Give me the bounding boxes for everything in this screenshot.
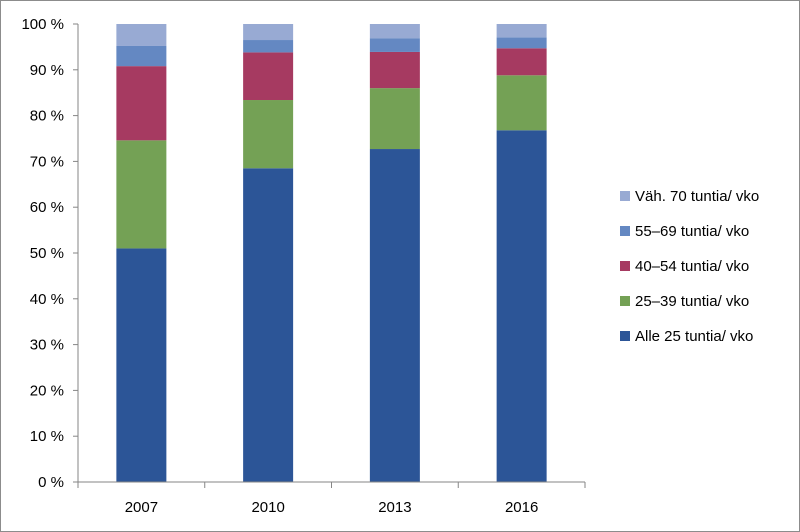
- bar-segment-2007-series-4: [116, 45, 167, 67]
- bar-segment-2016-series-2: [496, 75, 547, 131]
- x-tick-label: 2007: [125, 499, 158, 516]
- y-tick-label: 90 %: [30, 62, 64, 79]
- legend: Väh. 70 tuntia/ vko 55–69 tuntia/ vko 40–5…: [620, 188, 759, 345]
- axes-layer: 0 % 10 % 20 % 30 % 40 % 50 % 60 % 70 % 80 % 90 % 1…: [21, 16, 586, 516]
- legend-swatch: [620, 261, 630, 271]
- bar-segment-2013-series-1: [369, 149, 420, 482]
- x-tick-label: 2010: [251, 499, 284, 516]
- y-tick-label: 70 %: [30, 153, 64, 170]
- y-tick-label: 50 %: [30, 245, 64, 262]
- bar-segment-2010-series-4: [243, 40, 294, 53]
- y-tick-label: 10 %: [30, 428, 64, 445]
- y-tick-label: 60 %: [30, 199, 64, 216]
- legend-label: Väh. 70 tuntia/ vko: [635, 188, 759, 205]
- x-tick-label: 2016: [505, 499, 538, 516]
- legend-label: 55–69 tuntia/ vko: [635, 223, 749, 240]
- y-tick-label: 30 %: [30, 337, 64, 354]
- bar-segment-2013-series-4: [369, 38, 420, 52]
- bar-segment-2010-series-2: [243, 100, 294, 169]
- legend-swatch: [620, 226, 630, 236]
- y-tick-label: 100 %: [21, 16, 64, 33]
- bar-segment-2016-series-4: [496, 37, 547, 49]
- bar-segment-2007-series-3: [116, 66, 167, 141]
- y-tick-label: 80 %: [30, 108, 64, 125]
- legend-swatch: [620, 331, 630, 341]
- legend-swatch: [620, 296, 630, 306]
- x-tick-label: 2013: [378, 499, 411, 516]
- bar-segment-2013-series-5: [369, 24, 420, 39]
- legend-label: 40–54 tuntia/ vko: [635, 258, 749, 275]
- legend-label: Alle 25 tuntia/ vko: [635, 328, 753, 345]
- bar-segment-2007-series-1: [116, 248, 167, 482]
- bar-segment-2010-series-1: [243, 168, 294, 482]
- bar-segment-2013-series-2: [369, 88, 420, 150]
- legend-swatch: [620, 191, 630, 201]
- bar-segment-2016-series-1: [496, 130, 547, 483]
- y-tick-label: 0 %: [38, 474, 64, 491]
- bar-segment-2007-series-5: [116, 24, 167, 46]
- y-tick-label: 40 %: [30, 291, 64, 308]
- bar-segment-2010-series-5: [243, 24, 294, 41]
- bar-segment-2007-series-2: [116, 140, 167, 249]
- bar-segment-2016-series-5: [496, 24, 547, 38]
- y-tick-label: 20 %: [30, 382, 64, 399]
- legend-label: 25–39 tuntia/ vko: [635, 293, 749, 310]
- bar-segment-2010-series-3: [243, 52, 294, 101]
- bars-layer: [116, 24, 547, 483]
- bar-segment-2013-series-3: [369, 51, 420, 89]
- bar-segment-2016-series-3: [496, 48, 547, 76]
